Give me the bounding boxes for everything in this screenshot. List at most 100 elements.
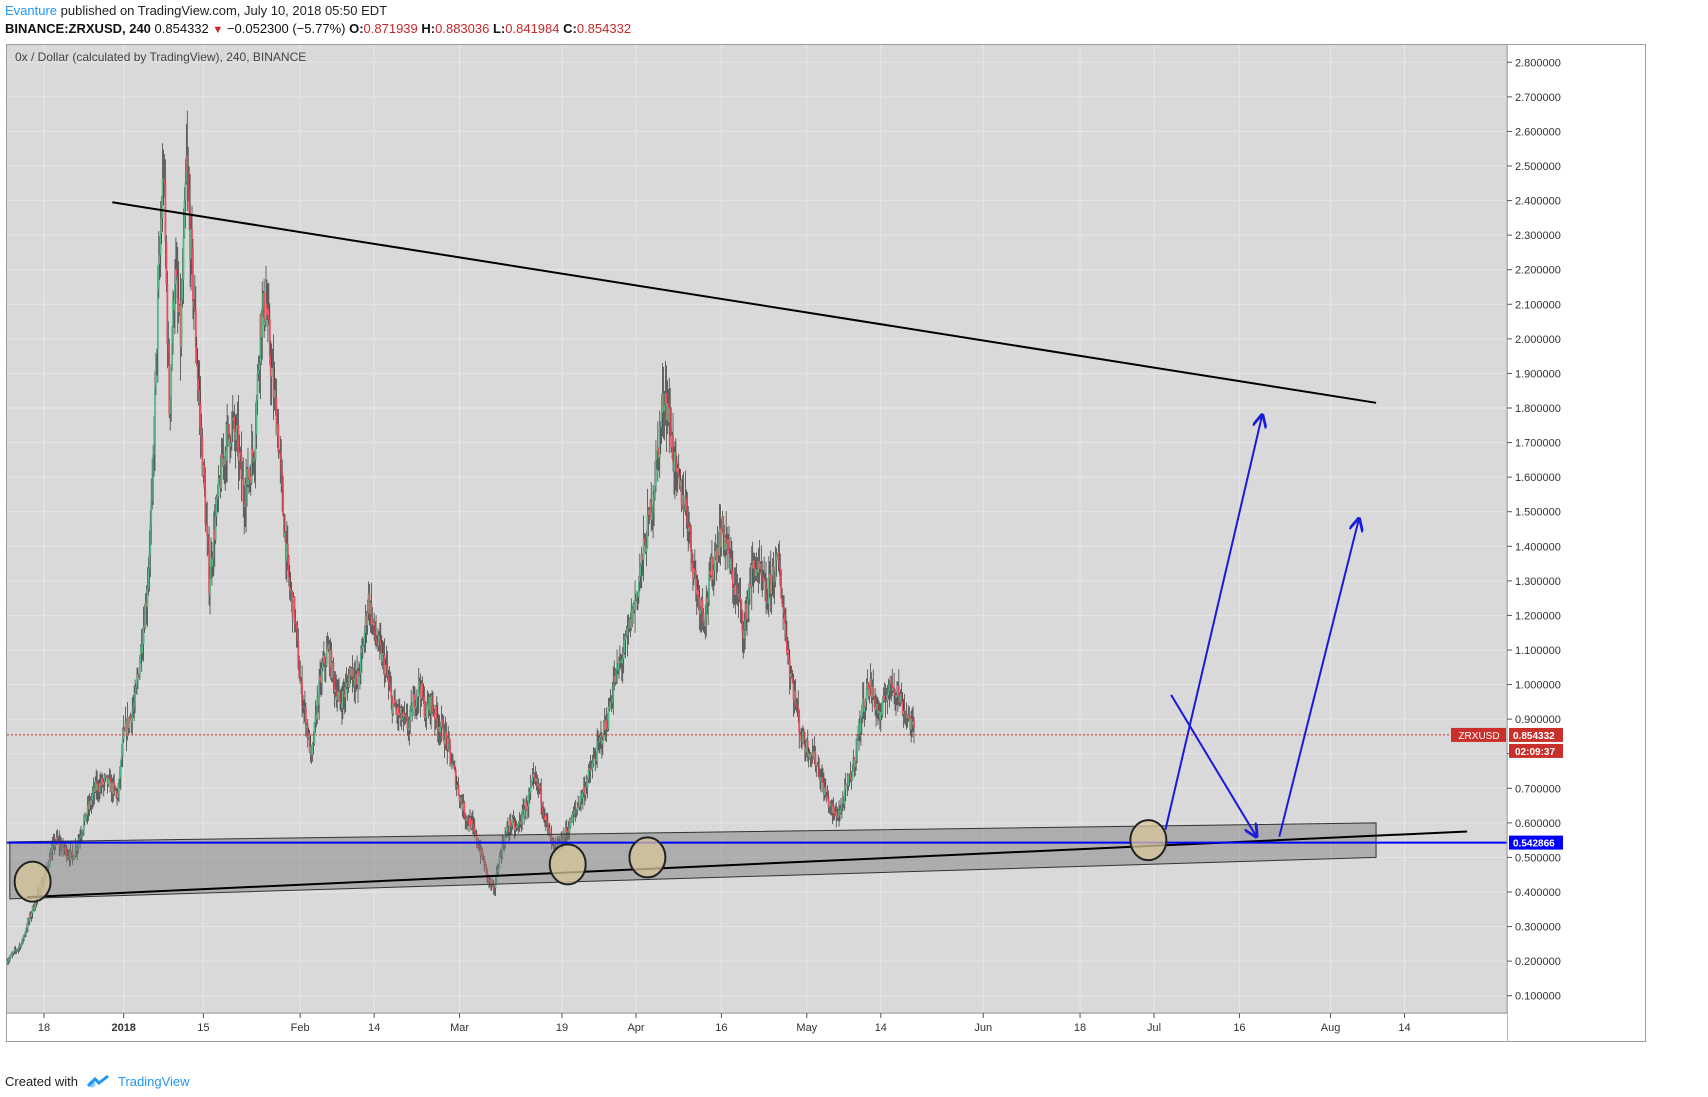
candle-body — [607, 706, 610, 729]
candle-body — [529, 786, 532, 793]
candle-body — [712, 569, 715, 580]
candle-body — [421, 683, 424, 697]
candle-body — [532, 774, 535, 778]
price-tick-label: 1.200000 — [1515, 610, 1561, 622]
candle-body — [428, 696, 431, 711]
candle-body — [145, 602, 148, 608]
time-tick-label: 14 — [875, 1022, 887, 1034]
candle-body — [739, 598, 742, 601]
candle-body — [395, 706, 397, 710]
candle-body — [663, 405, 666, 412]
candle-body — [624, 635, 627, 640]
price-tick-label: 2.800000 — [1515, 57, 1561, 69]
candle-body — [599, 737, 601, 742]
candle-body — [898, 696, 901, 703]
candle-body — [445, 731, 448, 739]
candle-body — [154, 386, 156, 444]
high-label: H: — [421, 21, 436, 36]
candle-body — [782, 603, 784, 608]
candle-body — [398, 712, 401, 716]
candle-body — [744, 619, 747, 630]
candle-body — [159, 233, 162, 256]
author-link[interactable]: Evanture — [5, 3, 58, 18]
candle-body — [51, 845, 54, 851]
candle-body — [736, 586, 739, 596]
candle-body — [820, 777, 822, 782]
candle-body — [322, 662, 324, 668]
candle-body — [244, 505, 247, 508]
candle-body — [832, 807, 835, 813]
price-tick-label: 1.800000 — [1515, 403, 1561, 415]
candle-body — [169, 398, 172, 414]
candle-body — [484, 864, 487, 867]
candle-body — [305, 725, 308, 728]
time-tick-label: Mar — [450, 1022, 469, 1034]
candle-body — [846, 784, 849, 786]
candle-body — [88, 801, 91, 810]
candle-body — [406, 716, 409, 728]
candle-body — [863, 707, 866, 713]
candle-body — [692, 560, 694, 579]
tradingview-brand-link[interactable]: TradingView — [117, 1073, 190, 1089]
price-tick-label: 2.700000 — [1515, 92, 1561, 104]
candle-body — [379, 640, 382, 645]
candle-body — [845, 784, 848, 786]
candle-body — [541, 803, 544, 808]
candle-body — [32, 906, 35, 910]
candle-body — [212, 529, 215, 559]
candle-body — [772, 566, 775, 583]
candle-body — [737, 593, 740, 596]
candle-body — [455, 784, 458, 787]
candle-body — [232, 417, 235, 420]
time-tick-label: Jul — [1147, 1022, 1161, 1034]
candle-body — [213, 529, 216, 540]
candle-body — [416, 696, 419, 698]
price-tick-label: 2.100000 — [1515, 299, 1561, 311]
candle-body — [572, 813, 575, 815]
candle-body — [628, 619, 631, 628]
candle-body — [308, 733, 311, 753]
last-price: 0.854332 — [154, 21, 209, 36]
candle-body — [385, 664, 388, 667]
candle-body — [571, 813, 574, 823]
candle-body — [613, 676, 616, 684]
candle-body — [228, 424, 230, 436]
candle-body — [851, 770, 854, 781]
candle-body — [415, 697, 418, 707]
candle-body — [654, 486, 656, 495]
candle-body — [732, 588, 735, 589]
candle-body — [593, 757, 596, 759]
candle-body — [401, 718, 404, 721]
candle-body — [475, 832, 478, 843]
candle-body — [367, 593, 370, 614]
candle-body — [396, 709, 398, 715]
candle-body — [859, 723, 861, 733]
candle-body — [149, 523, 152, 554]
projection-arrow — [1278, 519, 1359, 837]
candle-body — [491, 884, 494, 886]
candle-body — [696, 589, 699, 595]
candle-body — [269, 355, 272, 377]
candlestick-chart[interactable]: 0.100000 0.200000 0.300000 0.400000 0.500000… — [7, 45, 1645, 1041]
price-tick-label: 2.600000 — [1515, 126, 1561, 138]
candle-body — [251, 449, 254, 457]
symbol-tag: ZRXUSD — [1458, 731, 1499, 742]
candle-body — [865, 688, 868, 701]
candle-body — [564, 828, 567, 838]
candle-body — [601, 740, 604, 745]
candle-body — [492, 885, 495, 888]
candle-body — [59, 843, 62, 847]
candle-body — [147, 568, 150, 588]
candle-body — [694, 570, 697, 580]
chart-area[interactable]: 0.100000 0.200000 0.300000 0.400000 0.500000… — [6, 44, 1646, 1042]
candle-body — [677, 468, 680, 476]
candle-body — [378, 635, 381, 641]
candle-body — [880, 711, 883, 716]
candle-body — [909, 716, 912, 730]
candle-body — [809, 753, 812, 759]
candle-body — [725, 537, 728, 550]
candle-body — [734, 584, 737, 595]
candle-body — [471, 820, 474, 824]
candle-body — [50, 850, 53, 861]
candle-body — [655, 459, 657, 487]
